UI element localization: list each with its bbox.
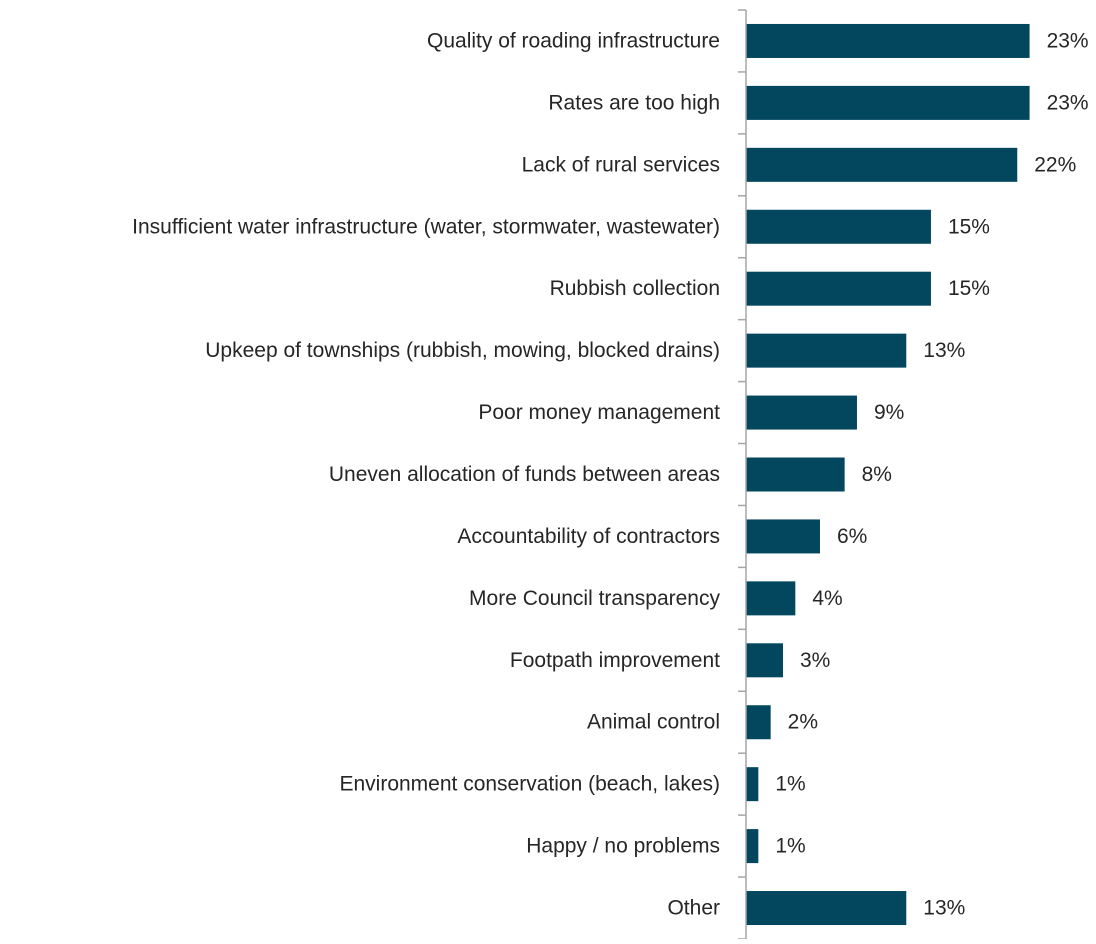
category-label: Lack of rural services — [522, 153, 720, 176]
data-label: 15% — [948, 277, 990, 300]
category-label: Insufficient water infrastructure (water… — [132, 215, 720, 238]
data-label: 8% — [862, 463, 892, 486]
category-label: Happy / no problems — [526, 835, 720, 858]
data-label: 9% — [874, 401, 904, 424]
category-label: Rubbish collection — [550, 277, 720, 300]
data-label: 4% — [812, 587, 842, 610]
data-label: 1% — [775, 835, 805, 858]
category-ticks — [738, 9, 746, 940]
category-label: More Council transparency — [469, 587, 720, 610]
bar — [746, 23, 1030, 58]
bar — [746, 643, 783, 678]
data-label: 1% — [775, 773, 805, 796]
category-label: Accountability of contractors — [457, 525, 720, 548]
category-labels: Quality of roading infrastructure Rates a… — [132, 29, 720, 919]
category-label: Quality of roading infrastructure — [427, 29, 720, 52]
data-label: 23% — [1047, 29, 1089, 52]
bar — [746, 829, 759, 864]
data-label: 6% — [837, 525, 867, 548]
category-label: Poor money management — [478, 401, 720, 424]
bar — [746, 705, 771, 740]
data-label: 13% — [923, 897, 965, 920]
bar — [746, 85, 1030, 120]
bar — [746, 333, 907, 368]
bar — [746, 395, 857, 430]
bar — [746, 891, 907, 926]
category-label: Upkeep of townships (rubbish, mowing, bl… — [205, 339, 720, 362]
data-label: 15% — [948, 215, 990, 238]
category-label: Rates are too high — [548, 91, 720, 114]
bar — [746, 519, 820, 554]
bar — [746, 581, 796, 616]
category-label: Other — [667, 897, 720, 920]
bar — [746, 767, 759, 802]
category-label: Environment conservation (beach, lakes) — [339, 773, 720, 796]
data-label: 3% — [800, 649, 830, 672]
bar-series — [746, 23, 1030, 926]
data-label: 22% — [1034, 153, 1076, 176]
data-label: 2% — [788, 711, 818, 734]
bar — [746, 209, 931, 244]
data-label: 13% — [923, 339, 965, 362]
data-label: 23% — [1047, 91, 1089, 114]
bar — [746, 457, 845, 492]
bar — [746, 147, 1018, 182]
category-label: Footpath improvement — [510, 649, 720, 672]
category-label: Animal control — [587, 711, 720, 734]
value-labels: 23% 23% 22% 15% 15% 13% 9% 8% 6% 4% 3% 2% 1% 1% 13% — [775, 29, 1088, 919]
bar — [746, 271, 931, 306]
category-label: Uneven allocation of funds between areas — [329, 463, 720, 486]
